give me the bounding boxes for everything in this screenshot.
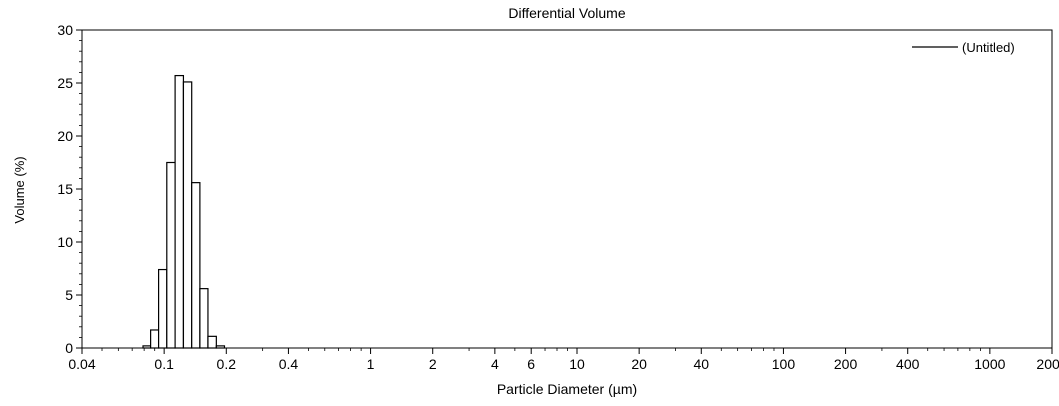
y-tick-label: 10 <box>57 234 73 250</box>
histogram-bar <box>174 74 185 349</box>
histogram-bar <box>199 288 209 349</box>
legend-label-untitled: (Untitled) <box>962 40 1015 55</box>
x-tick-label: 1 <box>367 356 375 372</box>
y-tick-label: 30 <box>57 22 73 38</box>
y-axis-label: Volume (%) <box>12 156 27 223</box>
y-tick-label: 5 <box>65 287 73 303</box>
x-tick-label: 0.4 <box>279 356 299 372</box>
x-tick-label: 1000 <box>974 356 1005 372</box>
x-tick-label: 4 <box>491 356 499 372</box>
y-tick-label: 25 <box>57 75 73 91</box>
y-tick-label: 20 <box>57 128 73 144</box>
x-tick-label: 0.04 <box>68 356 95 372</box>
histogram-bar <box>166 161 176 349</box>
histogram-bar <box>158 268 168 349</box>
histogram-bar <box>150 329 160 349</box>
histogram-bar <box>191 182 201 349</box>
x-tick-label: 0.2 <box>217 356 237 372</box>
x-tick-label: 20 <box>631 356 647 372</box>
histogram-bar <box>207 335 217 349</box>
x-tick-label: 2000 <box>1036 356 1059 372</box>
chart-title: Differential Volume <box>508 5 625 21</box>
x-tick-label: 0.1 <box>154 356 174 372</box>
x-tick-label: 10 <box>569 356 585 372</box>
histogram-bar <box>182 81 193 349</box>
x-tick-label: 40 <box>693 356 709 372</box>
x-tick-label: 2 <box>429 356 437 372</box>
x-tick-label: 200 <box>834 356 858 372</box>
histogram-bars <box>142 74 226 349</box>
x-tick-label: 6 <box>527 356 535 372</box>
y-tick-label: 15 <box>57 181 73 197</box>
x-tick-label: 400 <box>896 356 920 372</box>
y-axis: 0 5 10 15 20 25 30 <box>57 22 82 356</box>
x-axis: 0.04 0.1 0.2 0.4 1 2 4 6 10 20 40 100 200 400 1000 2000 <box>68 348 1059 372</box>
plot-frame <box>81 29 1053 349</box>
x-tick-label: 100 <box>772 356 796 372</box>
x-axis-label: Particle Diameter (µm) <box>497 381 637 397</box>
histogram-bar <box>215 345 226 349</box>
histogram-bar <box>142 345 152 349</box>
y-tick-label: 0 <box>65 340 73 356</box>
legend: (Untitled) <box>912 40 1015 55</box>
